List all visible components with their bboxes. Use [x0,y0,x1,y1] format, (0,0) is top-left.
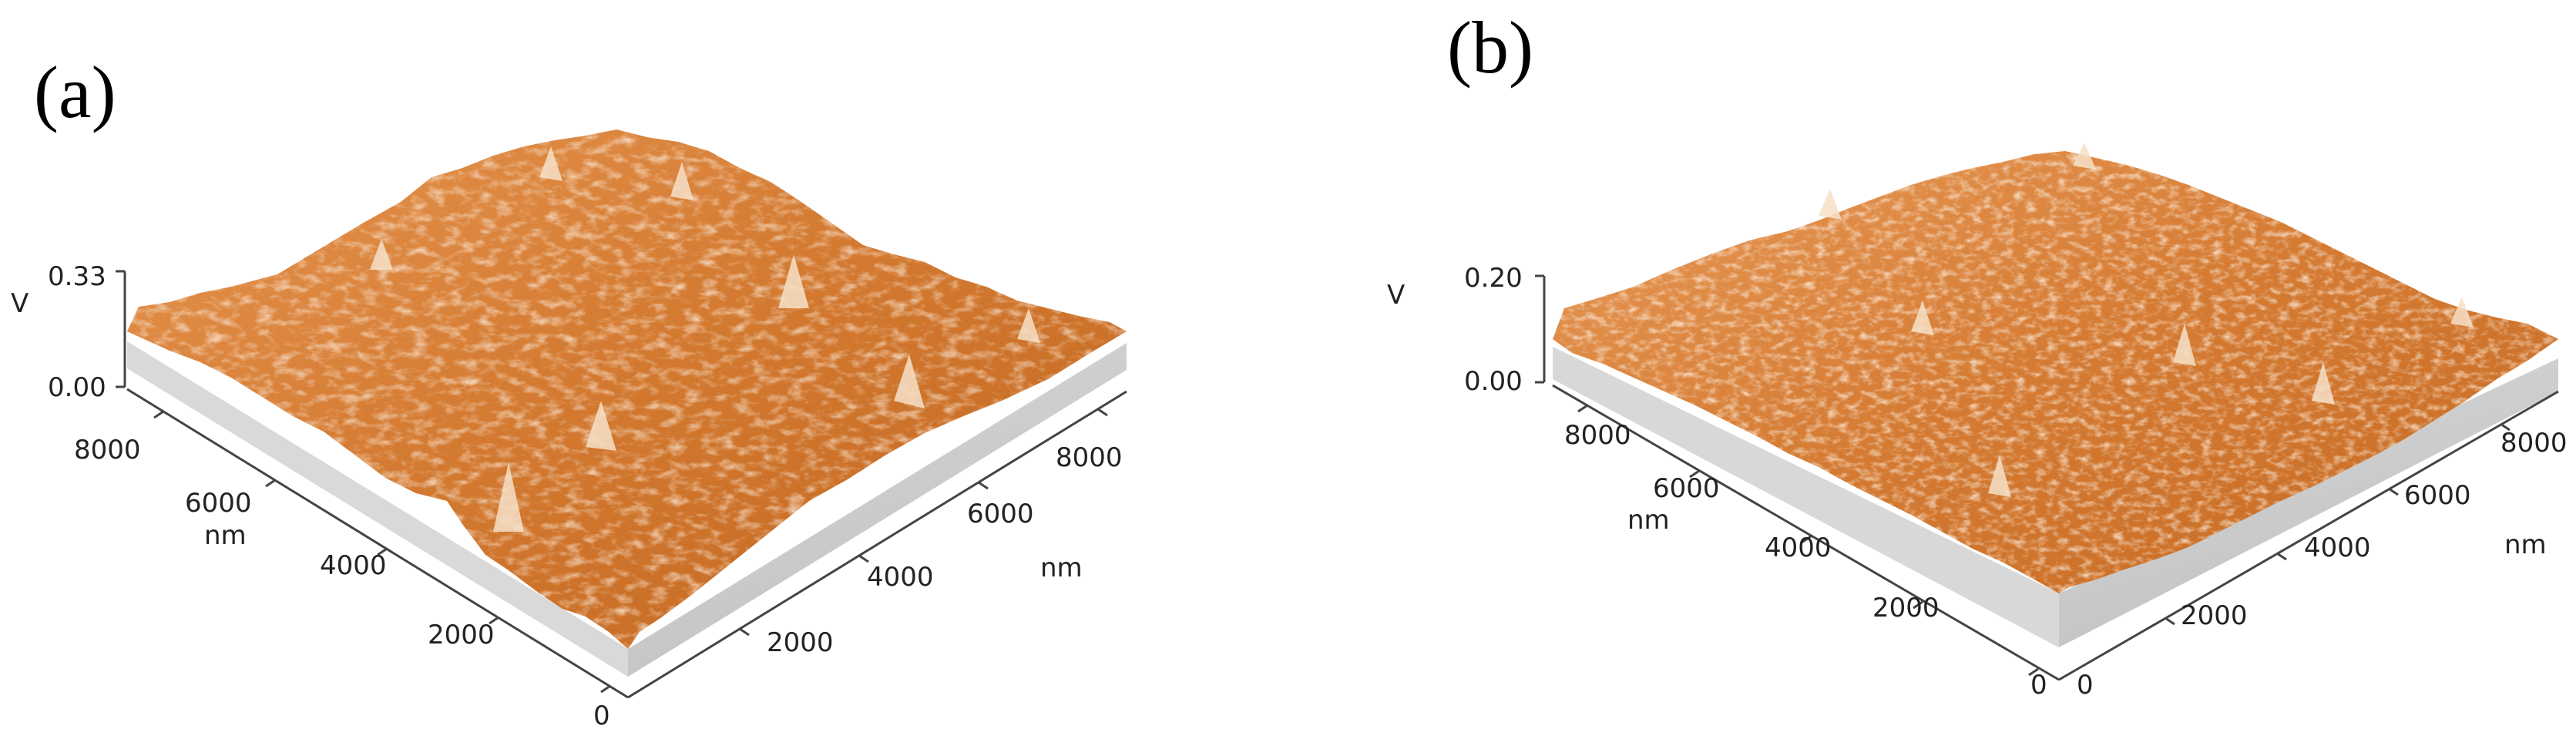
left-tick-0-b: 0 [2030,670,2047,701]
z-tick-top-a: 0.33 [48,261,106,292]
left-axis-line-a [126,388,629,699]
surface-peaks-a [370,146,1040,532]
right-tick-0-b: 0 [2077,670,2094,701]
z-axis-a [116,270,126,388]
z-axis-b [1535,274,1546,384]
surface-peaks-b [1819,143,2474,497]
afm-3d-surface-b: V 0.20 0.00 8000 6000 nm 4000 2000 0 0 2… [1387,143,2568,701]
surface-texture-a [127,129,1127,649]
right-axis-line-b [2058,390,2559,681]
right-tick-2000-b: 2000 [2181,600,2248,631]
right-tick-2000-a: 2000 [767,627,834,658]
afm-panel-b: (b) [1310,0,2576,746]
left-tick-4000-b: 4000 [1765,533,1832,563]
left-tick-8000-b: 8000 [1564,420,1631,451]
left-tick-0-a: 0 [593,701,610,731]
left-tick-2000-b: 2000 [1872,593,1940,623]
right-tick-4000-b: 4000 [2304,533,2371,563]
substrate-left-wall-b [1553,347,2059,647]
right-tick-6000-a: 6000 [967,499,1034,529]
z-axis-unit-b: V [1387,280,1405,311]
afm-panel-a: (a) [11,51,1127,731]
left-tick-6000-a: 6000 [185,488,252,519]
left-tick-2000-a: 2000 [428,620,495,650]
right-tick-4000-a: 4000 [867,562,934,593]
surface-texture-b [1553,151,2558,593]
z-tick-bottom-a: 0.00 [48,372,106,403]
z-axis-unit-a: V [11,288,29,319]
panel-label-b: (b) [1447,6,1533,89]
left-axis-line-b [1552,384,2060,681]
right-axis-unit-b: nm [2504,529,2547,560]
left-tick-8000-a: 8000 [74,435,141,465]
z-tick-bottom-b: 0.00 [1464,366,1523,397]
right-tick-8000-a: 8000 [1056,442,1123,473]
substrate-left-wall-a [127,341,628,677]
z-tick-top-b: 0.20 [1464,263,1523,294]
left-tick-4000-a: 4000 [320,550,387,581]
right-tick-8000-b: 8000 [2500,428,2568,459]
afm-3d-surface-a: V 0.33 0.00 8000 6000 nm 4000 2000 0 200… [11,129,1127,731]
right-axis-line-a [627,390,1127,699]
panel-label-a: (a) [34,51,116,133]
right-axis-unit-a: nm [1040,553,1083,583]
left-axis-unit-b: nm [1627,505,1670,536]
right-tick-6000-b: 6000 [2404,480,2471,511]
left-axis-unit-a: nm [204,520,247,551]
left-tick-6000-b: 6000 [1653,473,1720,504]
